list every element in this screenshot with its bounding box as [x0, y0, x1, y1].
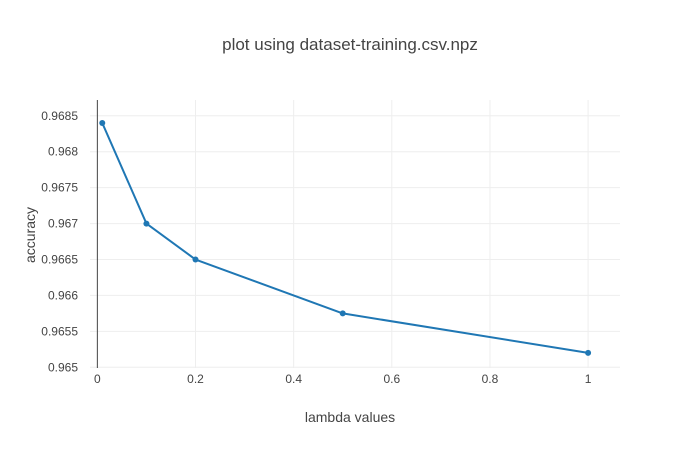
data-point[interactable] [339, 310, 346, 317]
x-tick-label: 0 [94, 372, 101, 386]
y-tick-label: 0.9655 [41, 324, 78, 338]
y-axis-title: accuracy [22, 207, 38, 263]
y-tick-label: 0.9675 [41, 181, 78, 195]
y-tick-label: 0.965 [48, 360, 78, 374]
data-point[interactable] [585, 349, 592, 356]
data-point[interactable] [99, 119, 106, 126]
y-tick-label: 0.9685 [41, 109, 78, 123]
chart-title: plot using dataset-training.csv.npz [222, 35, 478, 54]
tick-labels-layer: 0 0.2 0.4 0.6 0.8 1 0.965 0.9655 0.966 0.9665 0.96… [41, 109, 591, 386]
x-tick-label: 0.4 [285, 372, 302, 386]
data-point[interactable] [143, 220, 150, 227]
series-layer [99, 119, 592, 356]
y-tick-label: 0.968 [48, 145, 78, 159]
y-tick-label: 0.967 [48, 217, 78, 231]
y-tick-label: 0.966 [48, 288, 78, 302]
x-tick-label: 0.8 [482, 372, 499, 386]
x-tick-label: 1 [585, 372, 592, 386]
data-point[interactable] [192, 256, 199, 263]
y-tick-label: 0.9665 [41, 253, 78, 267]
x-tick-label: 0.2 [187, 372, 204, 386]
x-axis-title: lambda values [305, 409, 395, 425]
grid-layer [90, 100, 620, 368]
x-tick-label: 0.6 [383, 372, 400, 386]
